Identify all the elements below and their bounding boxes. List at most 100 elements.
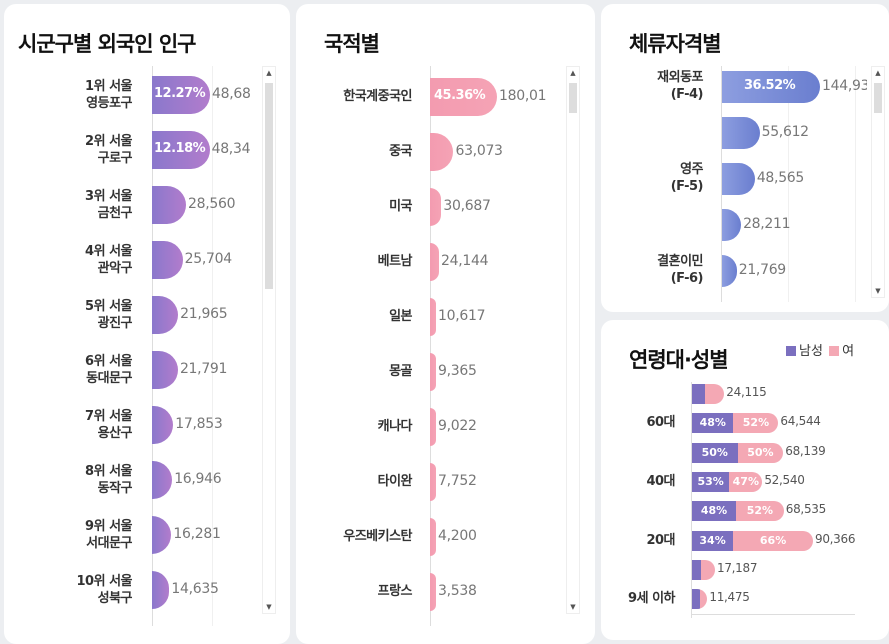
visa-chart: 재외동포 (F-4) 36.52% 144,93 55,612 영주 (F-5) 48,565… bbox=[601, 66, 867, 302]
district-bar bbox=[152, 241, 183, 279]
age-bar: 53% 47% bbox=[692, 471, 763, 492]
nation-value: 10,617 bbox=[438, 308, 486, 324]
age-bar: 34% 66% bbox=[692, 530, 813, 551]
age-male-segment bbox=[692, 384, 705, 404]
scroll-up-icon[interactable]: ▲ bbox=[570, 69, 576, 77]
nation-panel: 국적별 한국계중국인 45.36% 180,01 중국 63,073 미국 30,687 베트… bbox=[296, 4, 595, 644]
legend-male-label: 남성 bbox=[799, 344, 823, 359]
age-value: 68,139 bbox=[785, 443, 826, 458]
age-value: 24,115 bbox=[726, 385, 767, 399]
nation-label: 우즈베키스탄 bbox=[343, 529, 412, 544]
nation-value: 24,144 bbox=[440, 253, 489, 269]
district-label-line1: 5위 서울 bbox=[85, 299, 132, 314]
nation-bar-pct: 45.36% bbox=[434, 88, 486, 103]
visa-row: 28,211 bbox=[601, 209, 867, 241]
district-label-line2: 성북구 bbox=[97, 591, 133, 606]
district-row: 8위 서울 동작구 16,946 bbox=[4, 461, 260, 499]
nation-row: 미국 30,687 bbox=[296, 188, 560, 226]
visa-row: 재외동포 (F-4) 36.52% 144,93 bbox=[601, 69, 867, 103]
nation-scrollbar[interactable]: ▲ ▼ bbox=[566, 66, 580, 614]
district-value: 16,946 bbox=[174, 471, 222, 487]
nation-row: 프랑스 3,538 bbox=[296, 573, 560, 611]
nation-row: 일본 10,617 bbox=[296, 298, 560, 336]
age-legend: 남성 여 bbox=[784, 340, 854, 359]
district-value: 21,791 bbox=[179, 361, 228, 377]
age-bar bbox=[692, 384, 725, 404]
nation-value: 3,538 bbox=[438, 583, 477, 599]
nation-label: 캐나다 bbox=[377, 419, 413, 434]
district-bar bbox=[152, 186, 187, 224]
district-chart: 1위 서울 영등포구 12.27% 48,68 2위 서울 구로구 12.18% 48,34 3… bbox=[4, 66, 260, 626]
nation-label: 프랑스 bbox=[377, 584, 413, 599]
district-label: 4위 서울 관악구 bbox=[12, 243, 132, 277]
visa-label-line2: (F-5) bbox=[670, 179, 704, 194]
scroll-down-icon[interactable]: ▼ bbox=[875, 287, 881, 295]
age-value: 52,540 bbox=[764, 472, 805, 487]
age-female-segment: 47% bbox=[732, 474, 759, 488]
district-bar-pct: 12.27% bbox=[154, 86, 206, 101]
age-row: 40대 53% 47% 52,540 bbox=[601, 471, 861, 492]
age-value: 64,544 bbox=[780, 414, 821, 429]
age-bar: 50% 50% bbox=[692, 442, 784, 463]
district-label-line2: 서대문구 bbox=[86, 536, 132, 551]
scroll-up-icon[interactable]: ▲ bbox=[875, 69, 881, 77]
nation-axis bbox=[430, 66, 431, 626]
district-label-line2: 금천구 bbox=[97, 206, 133, 221]
district-value: 48,68 bbox=[212, 86, 251, 102]
nation-bar bbox=[430, 243, 439, 281]
visa-bar bbox=[722, 117, 760, 149]
age-label: 60대 bbox=[646, 415, 675, 431]
visa-row: 55,612 bbox=[601, 117, 867, 149]
district-value: 16,281 bbox=[173, 526, 221, 542]
nation-value: 30,687 bbox=[443, 198, 491, 214]
district-label-line1: 1위 서울 bbox=[85, 79, 132, 94]
nation-chart: 한국계중국인 45.36% 180,01 중국 63,073 미국 30,687 베트남 24,… bbox=[296, 66, 560, 626]
district-label-line1: 4위 서울 bbox=[85, 244, 132, 259]
nation-bar bbox=[430, 78, 497, 116]
age-female-segment: 52% bbox=[742, 416, 770, 430]
district-scrollbar[interactable]: ▲ ▼ bbox=[262, 66, 276, 614]
age-value: 68,535 bbox=[785, 502, 827, 517]
visa-title: 체류자격별 bbox=[629, 32, 722, 56]
age-female-segment: 52% bbox=[746, 504, 774, 518]
district-bar bbox=[152, 351, 178, 389]
age-panel: 연령대·성별 남성 여 24,115 60대 48% 52% 64,544 50% 50% 6… bbox=[601, 320, 889, 640]
visa-bar bbox=[722, 163, 755, 195]
age-male-segment: 48% bbox=[692, 413, 734, 434]
district-row: 5위 서울 광진구 21,965 bbox=[4, 296, 260, 334]
nation-bar bbox=[430, 133, 454, 171]
district-label: 6위 서울 동대문구 bbox=[12, 353, 132, 387]
scroll-thumb[interactable] bbox=[874, 83, 882, 113]
age-value: 11,475 bbox=[709, 590, 750, 605]
scroll-up-icon[interactable]: ▲ bbox=[266, 69, 272, 77]
scroll-down-icon[interactable]: ▼ bbox=[570, 603, 576, 611]
district-bar bbox=[152, 76, 210, 114]
visa-scrollbar[interactable]: ▲ ▼ bbox=[871, 66, 885, 298]
nation-label: 미국 bbox=[389, 199, 412, 214]
visa-label: 영주 (F-5) bbox=[607, 161, 704, 195]
district-bar bbox=[152, 461, 173, 499]
age-bar: 48% 52% bbox=[692, 501, 784, 522]
scroll-thumb[interactable] bbox=[265, 83, 273, 289]
district-row: 9위 서울 서대문구 16,281 bbox=[4, 516, 260, 554]
district-value: 25,704 bbox=[184, 251, 232, 267]
nation-value: 9,365 bbox=[438, 363, 477, 379]
district-bar bbox=[152, 406, 174, 444]
district-label-line2: 용산구 bbox=[97, 426, 133, 441]
district-bar bbox=[152, 516, 172, 554]
visa-label: 재외동포 (F-4) bbox=[607, 69, 703, 103]
district-label-line1: 3위 서울 bbox=[85, 189, 132, 204]
district-row: 10위 서울 성북구 14,635 bbox=[4, 571, 260, 609]
scroll-thumb[interactable] bbox=[569, 83, 577, 113]
district-label-line2: 광진구 bbox=[97, 316, 133, 331]
visa-axis bbox=[721, 66, 722, 302]
nation-label: 타이완 bbox=[377, 474, 413, 489]
district-value: 28,560 bbox=[188, 196, 236, 212]
scroll-down-icon[interactable]: ▼ bbox=[266, 603, 272, 611]
district-value: 17,853 bbox=[175, 416, 223, 432]
age-row: 50% 50% 68,139 bbox=[601, 442, 861, 463]
district-value: 48,34 bbox=[211, 141, 251, 157]
district-gridline bbox=[212, 66, 213, 626]
district-row: 4위 서울 관악구 25,704 bbox=[4, 241, 260, 279]
age-row: 9세 이하 11,475 bbox=[601, 589, 861, 610]
